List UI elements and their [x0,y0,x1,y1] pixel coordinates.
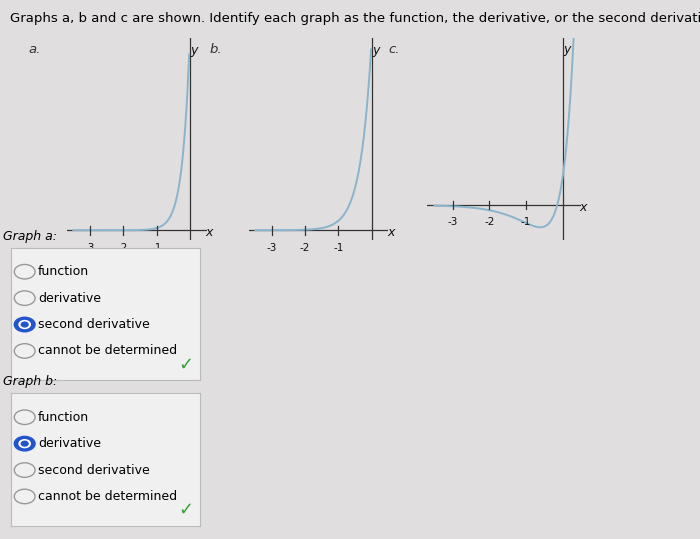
Text: -3: -3 [447,217,458,227]
Text: -1: -1 [151,243,162,253]
Text: derivative: derivative [38,437,101,450]
Text: derivative: derivative [38,292,101,305]
Text: cannot be determined: cannot be determined [38,490,177,503]
Circle shape [14,317,35,332]
Text: second derivative: second derivative [38,318,150,331]
Circle shape [21,441,28,446]
Text: y: y [372,44,379,57]
Text: ✓: ✓ [178,501,194,519]
Text: Graph a:: Graph a: [3,230,57,243]
Text: b.: b. [210,43,223,56]
Text: y: y [563,43,570,56]
Text: -1: -1 [333,243,344,253]
Circle shape [14,437,35,451]
Text: Graphs a, b and c are shown. Identify each graph as the function, the derivative: Graphs a, b and c are shown. Identify ea… [10,12,700,25]
Text: x: x [205,226,213,239]
Text: a.: a. [28,43,41,56]
Text: -1: -1 [521,217,531,227]
Text: Graph b:: Graph b: [3,375,57,388]
Text: x: x [580,201,587,214]
Circle shape [19,440,30,447]
Text: -3: -3 [85,243,95,253]
Text: -2: -2 [484,217,494,227]
Text: -2: -2 [300,243,310,253]
Text: ✓: ✓ [178,355,194,374]
Circle shape [19,321,30,328]
Circle shape [21,322,28,327]
Text: -2: -2 [118,243,128,253]
Text: second derivative: second derivative [38,464,150,476]
Text: x: x [387,226,395,239]
Text: function: function [38,411,89,424]
Text: cannot be determined: cannot be determined [38,344,177,357]
Text: c.: c. [389,43,400,56]
Text: y: y [190,44,197,57]
Text: function: function [38,265,89,278]
Text: -3: -3 [267,243,277,253]
